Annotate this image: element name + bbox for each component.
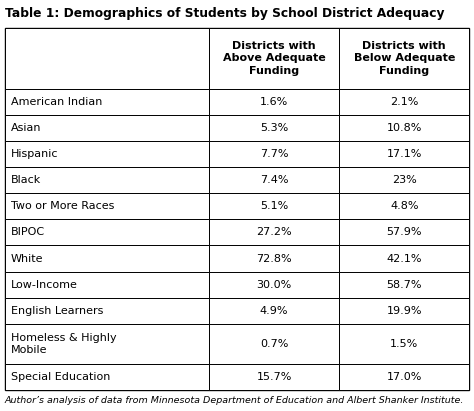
Text: Special Education: Special Education: [11, 372, 110, 382]
Text: Black: Black: [11, 175, 41, 185]
Bar: [339, 167, 469, 193]
Bar: [339, 115, 469, 141]
Bar: [5, 141, 209, 167]
Text: 5.3%: 5.3%: [260, 123, 288, 133]
Text: Homeless & Highly
Mobile: Homeless & Highly Mobile: [11, 333, 117, 355]
Bar: [339, 324, 469, 364]
Text: White: White: [11, 254, 44, 263]
Bar: [5, 167, 209, 193]
Text: Table 1: Demographics of Students by School District Adequacy: Table 1: Demographics of Students by Sch…: [5, 7, 444, 21]
Text: Two or More Races: Two or More Races: [11, 201, 114, 211]
Text: 17.1%: 17.1%: [386, 149, 422, 159]
Text: 4.9%: 4.9%: [260, 306, 288, 316]
Text: 17.0%: 17.0%: [386, 372, 422, 382]
Text: 27.2%: 27.2%: [256, 227, 292, 238]
Bar: [209, 272, 339, 298]
Bar: [5, 28, 469, 390]
Bar: [209, 89, 339, 115]
Text: 7.7%: 7.7%: [260, 149, 288, 159]
Text: Hispanic: Hispanic: [11, 149, 58, 159]
Text: 1.5%: 1.5%: [390, 339, 419, 349]
Bar: [339, 272, 469, 298]
Bar: [5, 364, 209, 390]
Bar: [5, 324, 209, 364]
Text: 7.4%: 7.4%: [260, 175, 288, 185]
Text: 58.7%: 58.7%: [386, 279, 422, 290]
Text: 4.8%: 4.8%: [390, 201, 419, 211]
Bar: [209, 298, 339, 324]
Bar: [339, 219, 469, 245]
Bar: [339, 193, 469, 219]
Bar: [5, 298, 209, 324]
Text: Asian: Asian: [11, 123, 41, 133]
Text: 15.7%: 15.7%: [256, 372, 292, 382]
Text: English Learners: English Learners: [11, 306, 103, 316]
Bar: [5, 219, 209, 245]
Bar: [209, 324, 339, 364]
Text: 30.0%: 30.0%: [256, 279, 292, 290]
Text: Low-Income: Low-Income: [11, 279, 78, 290]
Bar: [209, 193, 339, 219]
Text: 72.8%: 72.8%: [256, 254, 292, 263]
Bar: [339, 298, 469, 324]
Text: 19.9%: 19.9%: [386, 306, 422, 316]
Text: Districts with
Below Adequate
Funding: Districts with Below Adequate Funding: [354, 41, 455, 76]
Text: 1.6%: 1.6%: [260, 97, 288, 107]
Bar: [209, 167, 339, 193]
Bar: [5, 245, 209, 272]
Bar: [209, 245, 339, 272]
Bar: [5, 28, 209, 89]
Bar: [209, 28, 339, 89]
Bar: [5, 89, 209, 115]
Text: 23%: 23%: [392, 175, 417, 185]
Bar: [339, 141, 469, 167]
Text: Author’s analysis of data from Minnesota Department of Education and Albert Shan: Author’s analysis of data from Minnesota…: [5, 396, 464, 405]
Bar: [209, 364, 339, 390]
Text: 57.9%: 57.9%: [386, 227, 422, 238]
Bar: [5, 272, 209, 298]
Bar: [5, 193, 209, 219]
Text: American Indian: American Indian: [11, 97, 102, 107]
Bar: [339, 28, 469, 89]
Bar: [209, 141, 339, 167]
Bar: [209, 115, 339, 141]
Bar: [339, 364, 469, 390]
Text: 5.1%: 5.1%: [260, 201, 288, 211]
Text: BIPOC: BIPOC: [11, 227, 45, 238]
Bar: [5, 115, 209, 141]
Text: 10.8%: 10.8%: [386, 123, 422, 133]
Bar: [209, 219, 339, 245]
Text: 42.1%: 42.1%: [386, 254, 422, 263]
Text: 0.7%: 0.7%: [260, 339, 288, 349]
Text: Districts with
Above Adequate
Funding: Districts with Above Adequate Funding: [223, 41, 326, 76]
Bar: [339, 89, 469, 115]
Text: 2.1%: 2.1%: [390, 97, 419, 107]
Bar: [339, 245, 469, 272]
